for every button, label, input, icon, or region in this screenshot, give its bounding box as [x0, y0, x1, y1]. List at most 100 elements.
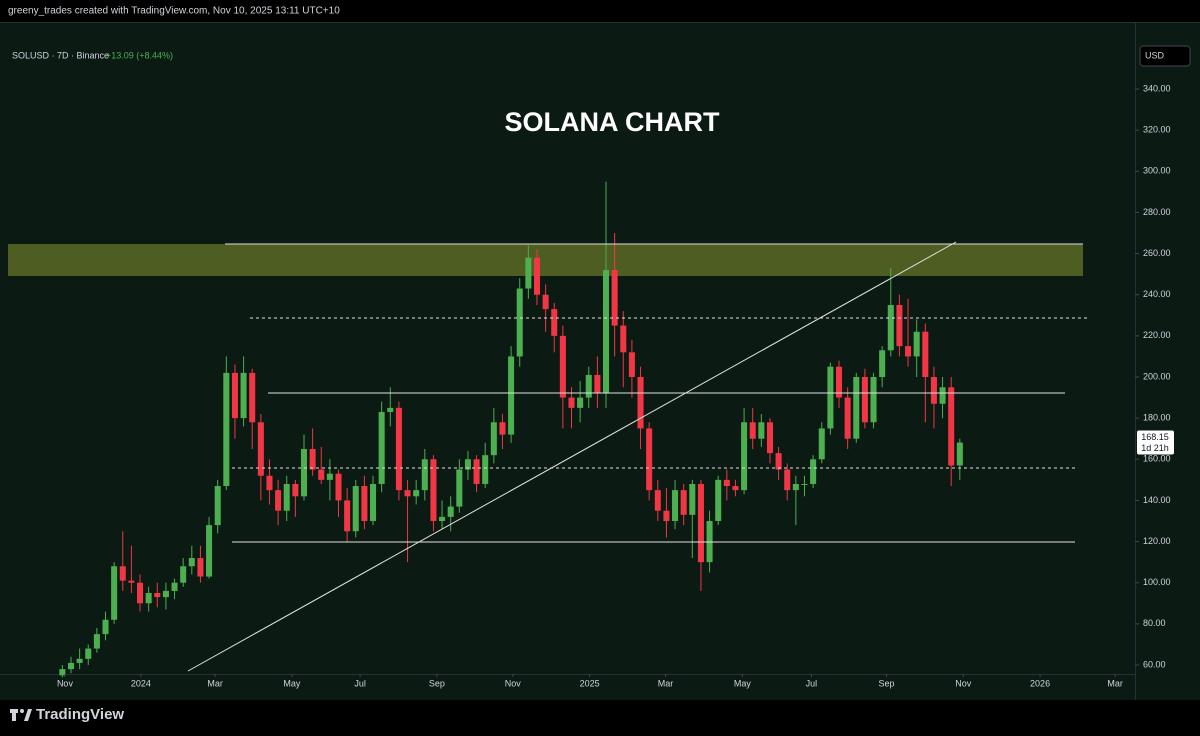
candle-body — [206, 525, 213, 577]
candle-body — [853, 377, 860, 439]
chart-background — [0, 22, 1200, 700]
candle-body — [162, 590, 169, 598]
candle-body — [473, 459, 480, 484]
candle-body — [766, 422, 773, 454]
x-tick-label: Nov — [57, 678, 74, 688]
last-price-box — [1137, 430, 1174, 455]
candle-body — [542, 294, 549, 310]
candle-body — [784, 469, 791, 491]
y-tick-label: 200.00 — [1143, 371, 1171, 381]
candle-body — [180, 566, 187, 583]
candle-body — [370, 483, 377, 521]
change: +13.09 (+8.44%) — [106, 50, 173, 60]
x-tick-label: May — [283, 678, 301, 688]
candle-body — [508, 356, 515, 435]
y-tick-label: 80.00 — [1143, 618, 1166, 628]
currency-button[interactable] — [1139, 45, 1191, 67]
candle-body — [930, 377, 937, 404]
candle-body — [257, 422, 264, 476]
candle-body — [844, 397, 851, 439]
candle-body — [533, 257, 541, 295]
candle-body — [119, 566, 126, 581]
candle-body — [818, 428, 825, 460]
countdown: 1d 21h — [1141, 443, 1169, 453]
candle-body — [309, 449, 316, 470]
y-tick-label: 300.00 — [1143, 166, 1171, 176]
candle-body — [697, 483, 704, 563]
candle-body — [283, 483, 290, 511]
candle-body — [680, 490, 687, 515]
candle-body — [620, 325, 627, 353]
header-text: greeny_trades created with TradingView.c… — [8, 6, 340, 17]
logo — [10, 709, 32, 721]
candle-body — [654, 490, 661, 511]
candle-body — [404, 490, 411, 497]
candle-body — [361, 486, 368, 521]
x-tick-label: Mar — [1107, 678, 1123, 688]
candle-body — [637, 377, 644, 429]
candle-body — [723, 479, 730, 487]
y-tick-label: 140.00 — [1143, 495, 1171, 505]
candle-body — [128, 580, 135, 583]
candle-body — [525, 257, 532, 289]
candle-body — [913, 331, 920, 357]
candle-body — [344, 500, 351, 532]
currency[interactable]: USD — [1145, 50, 1165, 60]
candle-body — [887, 305, 894, 351]
x-tick-label: Sep — [429, 678, 445, 688]
candle-body — [249, 372, 256, 423]
logo-shape — [20, 709, 24, 713]
candle-body — [663, 510, 670, 521]
candle-body — [499, 422, 506, 435]
candle-body — [577, 397, 584, 408]
candle-body — [300, 449, 308, 497]
drawings — [187, 241, 1090, 672]
x-tick-label: Sep — [878, 678, 894, 688]
candle-body — [551, 309, 558, 336]
y-tick-label: 320.00 — [1143, 125, 1171, 135]
candle-body — [59, 669, 66, 676]
x-tick-label: 2025 — [580, 678, 600, 688]
x-tick-label: 2026 — [1030, 678, 1050, 688]
chart-title: SOLANA CHART — [505, 107, 720, 137]
candle-body — [775, 453, 782, 470]
candle-body — [896, 305, 903, 347]
y-tick-label: 60.00 — [1143, 659, 1166, 669]
x-tick-label: May — [734, 678, 752, 688]
candle-body — [594, 374, 601, 394]
candle-body — [318, 469, 325, 480]
candle-body — [387, 407, 394, 412]
candle-body — [482, 455, 489, 484]
y-tick-label: 120.00 — [1143, 536, 1171, 546]
candle-body — [956, 442, 963, 466]
footer-brand: TradingView — [36, 706, 124, 723]
symbol: SOLUSD · 7D · Binance — [12, 50, 109, 60]
candle-body — [870, 377, 877, 423]
candle-body — [689, 483, 696, 515]
candle-body — [137, 582, 144, 604]
candle-body — [439, 516, 446, 521]
candle-body — [464, 459, 471, 470]
candle-body — [611, 270, 618, 326]
candle-body — [568, 397, 575, 408]
candle-body — [413, 490, 420, 497]
candle-body — [585, 374, 592, 398]
candle-body — [835, 366, 843, 398]
candle-body — [810, 459, 817, 484]
candle-body — [93, 634, 100, 649]
candle-body — [214, 486, 221, 526]
resistance-zone — [8, 244, 1083, 276]
footer-bar — [0, 700, 1200, 736]
candle-body — [948, 387, 955, 466]
candle-body — [741, 422, 748, 491]
y-tick-label: 340.00 — [1143, 83, 1171, 93]
candle-body — [102, 619, 109, 635]
y-tick-label: 220.00 — [1143, 330, 1171, 340]
candle-body — [395, 407, 402, 491]
candle-body — [335, 473, 342, 501]
candle-body — [188, 558, 195, 567]
trend-line — [187, 241, 957, 672]
candle-body — [732, 486, 739, 491]
x-tick-label: 2024 — [131, 678, 151, 688]
